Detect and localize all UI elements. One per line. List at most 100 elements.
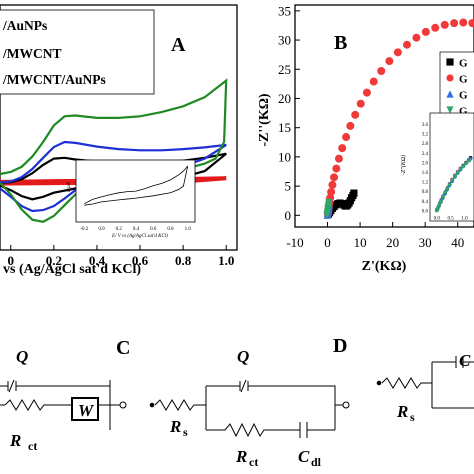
circuit-d-network xyxy=(381,356,474,408)
y-tick-label: 30 xyxy=(278,33,291,48)
x-tick-label: 10 xyxy=(354,235,367,250)
panel-a-x-label: vs (Ag/AgCl sat'd KCl) xyxy=(3,262,141,277)
panel-b-axes: -10 0 10 20 30 40 0 5 10 15 20 25 30 35 xyxy=(278,3,464,250)
circuit-cpe-branch xyxy=(205,379,336,430)
circuit-c-q-label: Q xyxy=(16,347,28,366)
inset-x-tick-label: 0.4 xyxy=(133,227,140,232)
cv-curve--aunps xyxy=(0,152,227,201)
panel-a-x-axis: 0 0.2 0.4 0.6 0.8 1.0 xyxy=(8,245,234,268)
legend-box xyxy=(0,9,155,95)
circuit-c-cpe xyxy=(0,379,111,405)
panel-b-inset: 0.0 0.5 1.00.00.40.81.21.62.02.42.83.23.6 … xyxy=(400,112,474,222)
legend-label: G xyxy=(459,74,468,86)
legend-marker-4 xyxy=(446,106,454,114)
inset-x-tick-label: 0.0 xyxy=(434,217,441,222)
nyquist-point-series-2 xyxy=(334,154,343,163)
cv-curve--mwcnt-aunps xyxy=(0,78,228,223)
circuit-d-label: D xyxy=(333,335,347,357)
circuit-c-r-label: R xyxy=(9,431,21,450)
x-tick-label: 0.6 xyxy=(132,253,149,268)
nyquist-point-series-2 xyxy=(468,19,474,28)
circuit-c: C Q W R ct xyxy=(0,337,130,453)
circuit-c-r-sub: ct xyxy=(28,439,37,453)
nyquist-point-series-2 xyxy=(330,173,339,182)
x-tick-label: 0.2 xyxy=(46,253,62,268)
inset-x-tick-label: 0.2 xyxy=(116,227,123,232)
panel-b-frame xyxy=(294,4,474,228)
legend-entry-mwcnt-aunps: /MWCNT/AuNPs xyxy=(2,72,106,87)
nyquist-point-series-2 xyxy=(402,40,411,49)
panel-a: 0 0.2 0.4 0.6 0.8 1.0 A /AuNPs /MWCNT /MWCNT/… xyxy=(0,4,238,277)
legend-label: G xyxy=(459,90,468,102)
inset-x-tick-label: 0.8 xyxy=(167,227,174,232)
inset-axes: 0.0 0.5 1.0 0.0 0.4 0.8 1.2 1.6 2.0 2.4 2.8 3.2 3.6 xyxy=(422,123,468,222)
legend-label: G xyxy=(459,58,468,70)
x-tick-label: 1.0 xyxy=(218,253,234,268)
nyquist-point-series-2 xyxy=(327,187,336,196)
rct-cdl-branch xyxy=(206,422,335,438)
inset-x-label: E/ V vs (Ag/AgCl sat'd KCl) xyxy=(111,234,168,239)
nyquist-point-series-2 xyxy=(377,67,386,76)
rct-sub: ct xyxy=(249,455,258,469)
legend-marker-2 xyxy=(446,74,454,82)
circuit-terminal-right xyxy=(342,401,350,409)
x-tick-label: 30 xyxy=(419,235,432,250)
circuit-c-label: C xyxy=(116,337,130,359)
circuit-c-terminal xyxy=(119,401,127,409)
inset-point-series-4 xyxy=(464,161,469,165)
inset-frame xyxy=(429,112,474,222)
circuit-c-w-label: W xyxy=(78,401,95,420)
cv-curve--mwcnt xyxy=(0,140,227,213)
nyquist-point-series-2 xyxy=(421,27,430,36)
inset-y-tick-label: 2.4 xyxy=(422,152,429,157)
legend-entry-aunps: /AuNPs xyxy=(2,18,47,33)
legend-entry-mwcnt: /MWCNT xyxy=(2,46,62,61)
inset-y-tick-label: 3.6 xyxy=(422,123,429,128)
nyquist-point-series-2 xyxy=(351,110,360,119)
legend-label: G xyxy=(459,106,468,118)
circuit-middle: Q R s R ct C dl xyxy=(149,347,350,469)
rct-label: R xyxy=(235,447,247,466)
inset-point-series-4 xyxy=(437,203,442,207)
inset-x-tick-label: 1.0 xyxy=(461,217,468,222)
inset-point-series-4 xyxy=(450,178,455,182)
nyquist-point-series-2 xyxy=(332,164,341,173)
inset-y-label: I /μA xyxy=(67,181,72,193)
y-tick-label: 25 xyxy=(278,62,291,77)
inset-x-tick-label: 0.0 xyxy=(98,227,105,232)
x-tick-label: 0 xyxy=(8,253,15,268)
nyquist-point-series-2 xyxy=(393,48,402,57)
rs-sub: s xyxy=(183,425,188,439)
y-tick-label: 35 xyxy=(278,3,291,18)
cdl-sub: dl xyxy=(311,455,322,469)
circuit-c-resistor xyxy=(0,399,111,430)
nyquist-point-series-2 xyxy=(431,23,440,32)
y-tick-label: 0 xyxy=(285,208,292,223)
inset-y-tick-label: 2.0 xyxy=(422,161,429,166)
circuit-d: D C R s xyxy=(333,335,474,424)
circuit-d-r-label: R xyxy=(396,402,408,421)
panel-b-label: B xyxy=(334,32,347,54)
nyquist-point-series-2 xyxy=(369,77,378,86)
inset-point-series-4 xyxy=(467,158,471,163)
inset-x-tick-label: 0.5 xyxy=(448,217,455,222)
y-tick-label: 5 xyxy=(285,179,292,194)
nyquist-point-series-2 xyxy=(440,20,449,29)
inset-x-axis: -0.2 0.0 0.2 0.4 0.6 0.8 1.0 xyxy=(80,227,191,232)
nyquist-point-series-2 xyxy=(450,19,459,28)
panel-b: -10 0 10 20 30 40 0 5 10 15 20 25 30 35 B -Z''(KΩ) Z'… xyxy=(257,3,474,274)
nyquist-point-series-2 xyxy=(385,57,394,66)
inset-x-tick-label: 0.6 xyxy=(150,227,157,232)
inset-point-series-4 xyxy=(436,206,440,210)
nyquist-point-series-2 xyxy=(362,88,371,97)
inset-point-series-4 xyxy=(443,190,447,195)
rs-label: R xyxy=(169,417,181,436)
inset-y-tick-label: 3.2 xyxy=(422,133,429,138)
nyquist-point-series-2 xyxy=(346,121,355,130)
x-tick-label: 40 xyxy=(451,235,464,250)
nyquist-point-series-4 xyxy=(325,198,333,207)
inset-point-series-4 xyxy=(439,199,443,203)
panel-a-inset: -0.2 0.0 0.2 0.4 0.6 0.8 1.0 E/ V vs (Ag/AgCl … xyxy=(67,159,196,239)
